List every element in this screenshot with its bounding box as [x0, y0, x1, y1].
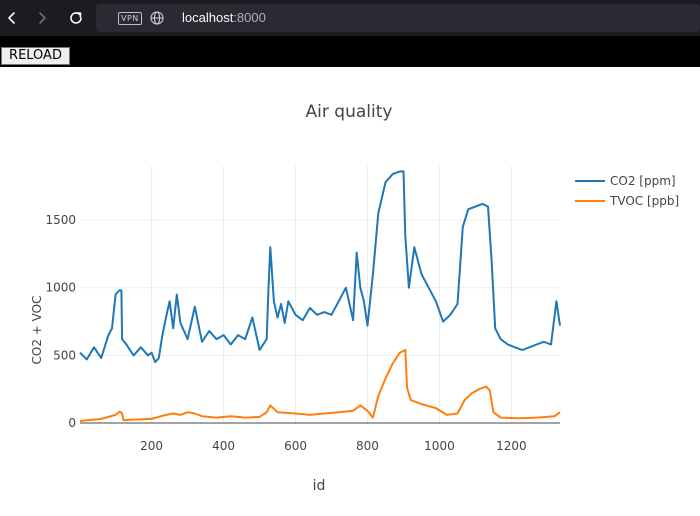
y-tick-label: 0 [68, 416, 76, 430]
back-button[interactable] [0, 6, 24, 30]
chevron-left-icon [8, 12, 15, 24]
x-axis-label: id [313, 478, 326, 494]
chart-grid [80, 166, 560, 424]
y-tick-label: 500 [53, 348, 76, 362]
chart-legend: CO2 [ppm] TVOC [ppb] [575, 174, 679, 208]
reload-icon [70, 12, 82, 24]
reload-button[interactable]: RELOAD [1, 47, 70, 65]
y-axis-label: CO2 + VOC [30, 296, 44, 365]
chart-series-lines [79, 170, 561, 422]
x-tick-label: 200 [140, 439, 163, 453]
x-tick-label: 800 [356, 439, 379, 453]
series-line-1 [79, 349, 561, 422]
browser-toolbar: VPN localhost:8000 [0, 0, 700, 36]
x-tick-label: 400 [212, 439, 235, 453]
series-line-0 [79, 170, 561, 364]
url-host: localhost [182, 10, 234, 25]
legend-label: TVOC [ppb] [609, 194, 679, 208]
vpn-badge[interactable]: VPN [118, 12, 142, 25]
x-tick-label: 1000 [424, 439, 455, 453]
globe-icon[interactable] [150, 11, 164, 25]
page-toolbar: RELOAD [0, 36, 700, 67]
browser-reload-button[interactable] [64, 6, 88, 30]
address-bar[interactable]: VPN localhost:8000 [96, 4, 700, 32]
y-tick-label: 1500 [45, 213, 76, 227]
url-port: :8000 [233, 10, 266, 25]
x-tick-label: 600 [284, 439, 307, 453]
chevron-right-icon [39, 12, 46, 24]
chart-title: Air quality [306, 102, 393, 122]
x-tick-label: 1200 [496, 439, 527, 453]
url-text[interactable]: localhost:8000 [182, 10, 266, 25]
legend-label: CO2 [ppm] [610, 174, 676, 188]
forward-button[interactable] [30, 6, 54, 30]
air-quality-chart: Air quality 200 400 600 800 1000 1200 0 500 1000… [30, 102, 679, 494]
y-tick-label: 1000 [45, 281, 76, 295]
chart-tick-labels: 200 400 600 800 1000 1200 0 500 1000 1500 [45, 213, 526, 453]
